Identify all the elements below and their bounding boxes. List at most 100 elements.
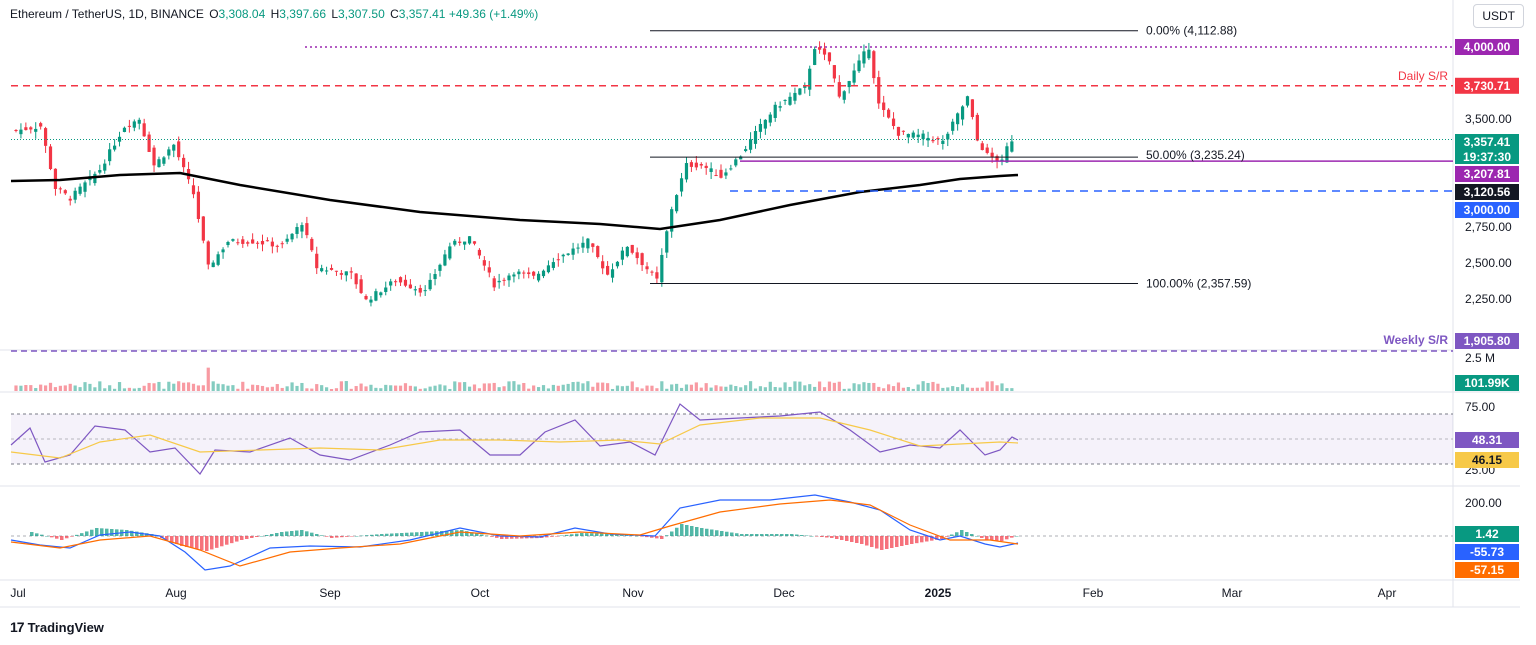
candle-body: [246, 242, 250, 244]
volume-bar: [596, 382, 600, 391]
macd-histogram-bar: [680, 524, 684, 536]
candle-body: [221, 249, 225, 253]
volume-bar: [320, 385, 324, 391]
volume-bar: [778, 387, 782, 391]
volume-bar: [433, 385, 437, 391]
candle-body: [492, 278, 496, 288]
candle-body: [665, 231, 669, 253]
candle-body: [941, 140, 945, 144]
macd-histogram-bar: [320, 535, 324, 536]
volume-bar: [571, 382, 575, 391]
candle-body: [196, 191, 201, 219]
candle-body: [906, 133, 910, 138]
macd-histogram-bar: [690, 526, 694, 536]
price-tick-label: 3,500.00: [1465, 112, 1512, 126]
macd-histogram-bar: [300, 530, 304, 536]
volume-bar: [39, 384, 43, 391]
volume-bar: [916, 384, 920, 391]
macd-histogram-bar: [570, 534, 574, 536]
volume-bar: [113, 388, 117, 391]
candle-body: [418, 287, 422, 293]
chart-header: Ethereum / TetherUS, 1D, BINANCE O3,308.…: [10, 7, 538, 21]
macd-histogram-bar: [400, 533, 404, 536]
macd-histogram-bar: [490, 536, 494, 537]
volume-bar: [122, 388, 127, 391]
time-tick-label: Sep: [319, 586, 341, 600]
volume-bar: [665, 388, 669, 391]
macd-histogram-bar: [265, 535, 269, 536]
volume-bar: [744, 385, 748, 391]
volume-axis-label: 2.5 M: [1465, 351, 1495, 365]
volume-bar: [699, 387, 703, 391]
macd-histogram-bar: [460, 530, 464, 536]
macd-histogram-bar: [140, 532, 144, 536]
macd-histogram-bar: [425, 531, 429, 536]
candle-body: [315, 253, 319, 269]
volume-bar: [803, 385, 807, 391]
macd-histogram-bar: [675, 527, 679, 536]
volume-bar: [379, 388, 383, 391]
badge-macd-hist: 1.42: [1475, 527, 1499, 541]
candle-body: [887, 109, 891, 118]
candle-body: [201, 216, 205, 241]
volume-bar: [236, 388, 240, 391]
macd-histogram-bar: [920, 536, 924, 543]
badge-macd-signal: -57.15: [1470, 563, 1504, 577]
low-value: 3,307.50: [338, 7, 385, 21]
candle-body: [403, 279, 408, 286]
volume-bar: [714, 385, 718, 391]
volume-bar: [862, 382, 866, 391]
candle-body: [1010, 141, 1014, 152]
badge-rsi: 48.31: [1472, 433, 1502, 447]
candle-body: [556, 259, 560, 261]
volume-bar: [369, 384, 373, 391]
macd-histogram-bar: [805, 535, 809, 536]
candle-body: [413, 289, 417, 291]
currency-button[interactable]: USDT: [1473, 4, 1524, 28]
macd-histogram-bar: [905, 536, 909, 545]
candle-body: [482, 260, 486, 266]
volume-bar: [127, 387, 131, 391]
candle-body: [581, 242, 585, 248]
candle-body: [990, 152, 994, 157]
macd-histogram-bar: [580, 533, 584, 536]
macd-histogram-bar: [950, 534, 954, 536]
macd-histogram-bar: [470, 532, 474, 536]
volume-bar: [58, 385, 62, 391]
volume-bar: [260, 385, 265, 391]
macd-histogram-bar: [420, 532, 424, 536]
macd-histogram-bar: [875, 536, 879, 549]
candle-body: [290, 233, 294, 240]
candle-body: [29, 127, 33, 130]
time-tick-label: Oct: [471, 586, 490, 600]
candle-body: [339, 273, 343, 275]
volume-bar: [310, 388, 314, 391]
candle-body: [551, 262, 555, 268]
candle-body: [813, 49, 817, 65]
volume-bar: [734, 386, 738, 391]
volume-bar: [887, 384, 891, 391]
macd-histogram-bar: [395, 533, 399, 536]
volume-bar: [137, 387, 141, 391]
volume-bar: [384, 384, 388, 391]
candle-body: [882, 102, 886, 111]
macd-histogram-bar: [545, 536, 549, 538]
macd-histogram-bar: [520, 536, 524, 539]
volume-bar: [389, 385, 393, 391]
macd-histogram-bar: [95, 528, 99, 536]
candle-body: [384, 287, 388, 292]
volume-bar: [625, 385, 629, 391]
candle-body: [758, 123, 763, 132]
volume-bar: [660, 381, 664, 391]
candle-body: [443, 254, 447, 266]
volume-bar: [339, 381, 343, 391]
candle-body: [231, 239, 235, 241]
tradingview-logo[interactable]: 17 TradingView: [10, 619, 104, 635]
macd-histogram-bar: [465, 531, 469, 536]
candle-body: [734, 159, 738, 166]
macd-histogram-bar: [615, 533, 619, 536]
macd-histogram-bar: [65, 536, 69, 539]
volume-bar: [650, 385, 654, 391]
candle-body: [931, 139, 935, 142]
